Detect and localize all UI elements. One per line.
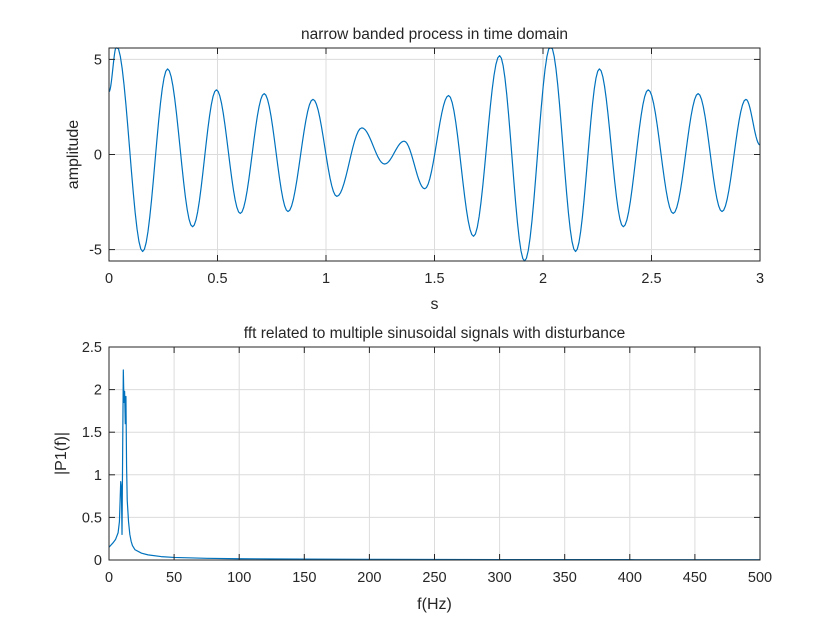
- x-tick-label: 350: [553, 570, 577, 586]
- x-tick-label: 2: [539, 271, 547, 287]
- y-tick-label: 1: [94, 468, 102, 484]
- x-axis-ticks: 0 0.5 1 1.5 2 2.5 3: [105, 48, 764, 287]
- y-tick-label: 0.5: [82, 510, 102, 526]
- x-tick-label: 450: [683, 570, 707, 586]
- series-group: [108, 369, 761, 561]
- chart-title: narrow banded process in time domain: [301, 26, 568, 43]
- x-tick-label: 0: [105, 271, 113, 287]
- y-tick-label: 2.5: [82, 340, 102, 356]
- y-tick-label: 0: [94, 553, 102, 569]
- time-domain-chart: 0 0.5 1 1.5 2 2.5 3 -505 narrow banded process…: [65, 26, 764, 313]
- x-tick-label: 500: [748, 570, 772, 586]
- x-tick-label: 250: [422, 570, 446, 586]
- x-axis-label: f(Hz): [417, 596, 452, 613]
- x-tick-label: 2.5: [641, 271, 661, 287]
- x-tick-label: 300: [487, 570, 511, 586]
- series-line: [108, 47, 761, 262]
- frequency-domain-chart: 0 50 100 150 200 250 300 350 400 450 500 0 0.5 1 1.5 2…: [53, 325, 772, 613]
- y-axis-label: amplitude: [65, 120, 82, 189]
- x-tick-label: 100: [227, 570, 251, 586]
- series-line: [108, 369, 761, 561]
- x-tick-label: 150: [292, 570, 316, 586]
- y-tick-label: 0: [94, 148, 102, 164]
- y-tick-label: 2: [94, 383, 102, 399]
- y-axis-ticks: -5 0 5: [89, 52, 760, 259]
- x-tick-label: 200: [357, 570, 381, 586]
- y-tick-label: 5: [94, 52, 102, 68]
- y-tick-label: -5: [89, 243, 102, 259]
- x-tick-label: 0: [105, 570, 113, 586]
- x-tick-label: 400: [618, 570, 642, 586]
- x-tick-label: 0.5: [207, 271, 227, 287]
- x-tick-label: 50: [166, 570, 182, 586]
- x-tick-label: 1: [322, 271, 330, 287]
- series-group: [108, 47, 761, 262]
- x-axis-ticks: 0 50 100 150 200 250 300 350 400 450 500: [105, 347, 772, 586]
- x-axis-label: s: [431, 296, 439, 313]
- y-axis-label: |P1(f)|: [53, 432, 70, 475]
- chart-title: fft related to multiple sinusoidal signa…: [244, 325, 625, 342]
- x-tick-label: 3: [756, 271, 764, 287]
- y-axis-ticks: 0 0.5 1 1.5 2 2.5: [82, 340, 760, 569]
- x-tick-label: 1.5: [424, 271, 444, 287]
- y-tick-label: 1.5: [82, 425, 102, 441]
